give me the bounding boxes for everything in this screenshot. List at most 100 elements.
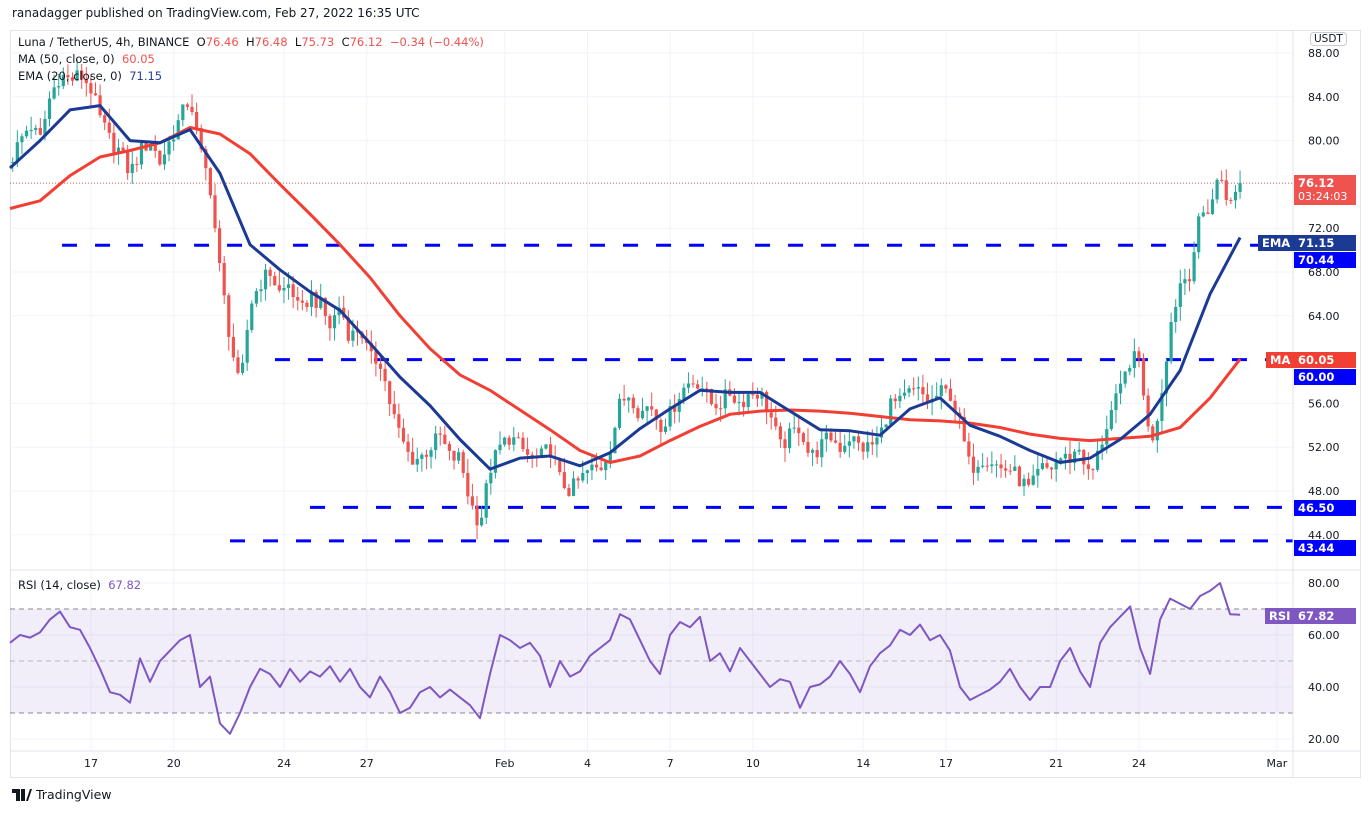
ema-legend[interactable]: EMA (20, close, 0) 71.15 <box>18 69 162 83</box>
rsi-value: 67.82 <box>108 578 142 592</box>
candle-body <box>1187 279 1192 282</box>
ma-price-tag: 60.05 <box>1294 352 1356 368</box>
candle-body <box>406 441 410 452</box>
candle-body <box>75 70 79 81</box>
ma-legend[interactable]: MA (50, close, 0) 60.05 <box>18 52 155 66</box>
candle-body <box>765 391 769 413</box>
candle-body <box>682 387 686 400</box>
candle-body <box>645 406 649 411</box>
candle-body <box>1077 449 1081 452</box>
candle-body <box>1022 478 1026 487</box>
candle-body <box>617 398 622 428</box>
time-tick-label: 4 <box>584 757 591 770</box>
candle-body <box>1040 463 1045 469</box>
candle-body <box>457 452 461 461</box>
price-tick-label: 64.00 <box>1308 310 1340 323</box>
candle-body <box>1086 464 1090 470</box>
candle-body <box>103 115 107 123</box>
candle-body <box>245 329 249 363</box>
candle-body <box>742 401 746 408</box>
candle-body <box>769 412 773 418</box>
candle-body <box>112 132 116 153</box>
candle-body <box>677 399 681 412</box>
candle-body <box>884 424 888 428</box>
rsi-legend[interactable]: RSI (14, close) 67.82 <box>18 578 141 592</box>
last-price-tag: 76.12 03:24:03 <box>1294 175 1356 205</box>
rsi-tick-label: 20.00 <box>1308 733 1340 746</box>
candle-body <box>231 336 235 358</box>
candlesticks <box>11 59 1242 540</box>
candle-body <box>268 269 272 276</box>
candle-body <box>277 285 281 291</box>
candle-body <box>604 462 608 471</box>
candle-body <box>990 464 994 467</box>
candle-body <box>263 269 268 290</box>
rsi-pane <box>9 582 1293 735</box>
candle-body <box>921 387 925 395</box>
candle-body <box>162 154 167 165</box>
ma-name-tag: MA <box>1266 352 1295 368</box>
candle-body <box>971 456 976 473</box>
candle-body <box>650 406 654 410</box>
candle-body <box>443 434 447 444</box>
candle-body <box>424 454 429 457</box>
candle-body <box>755 394 760 399</box>
candle-body <box>397 414 401 428</box>
candle-body <box>130 163 134 174</box>
candle-body <box>480 517 484 526</box>
candle-body <box>470 496 475 506</box>
candle-body <box>985 465 989 467</box>
candle-body <box>392 404 396 415</box>
candle-body <box>218 228 222 264</box>
low-value: 75.73 <box>301 35 335 49</box>
candle-body <box>829 432 833 441</box>
candle-body <box>466 472 470 497</box>
candle-body <box>838 442 842 452</box>
candle-body <box>544 444 548 449</box>
tradingview-footer[interactable]: TradingView <box>12 787 112 802</box>
rsi-price-tag: 67.82 <box>1294 608 1356 624</box>
candle-body <box>57 86 61 88</box>
candle-body <box>139 142 144 165</box>
candle-body <box>861 442 865 452</box>
open-label: O <box>196 35 206 49</box>
price-tick-label: 68.00 <box>1308 266 1340 279</box>
candle-body <box>309 292 314 307</box>
candle-body <box>512 437 516 445</box>
candle-body <box>530 454 534 456</box>
currency-button[interactable]: USDT <box>1310 32 1347 46</box>
candle-body <box>195 111 199 129</box>
candle-body <box>925 394 930 403</box>
candle-body <box>411 451 415 465</box>
tradingview-logo-icon <box>12 788 32 801</box>
candle-body <box>1164 361 1169 394</box>
symbol-legend[interactable]: Luna / TetherUS, 4h, BINANCE O76.46 H76.… <box>18 35 484 49</box>
candle-body <box>1128 367 1132 372</box>
candle-body <box>902 392 907 396</box>
price-tick-label: 56.00 <box>1308 397 1340 410</box>
candle-body <box>516 437 520 439</box>
ma-value: 60.05 <box>121 52 155 66</box>
time-tick-label: 10 <box>746 757 760 770</box>
open-value: 76.46 <box>205 35 239 49</box>
candle-body <box>1013 466 1017 471</box>
candle-body <box>948 388 953 401</box>
candle-body <box>852 436 856 442</box>
candle-body <box>815 450 819 458</box>
candle-body <box>1063 453 1067 459</box>
time-tick-label: Mar <box>1267 757 1288 770</box>
candle-body <box>1197 216 1201 253</box>
candle-body <box>783 439 787 449</box>
symbol-name: Luna / TetherUS, 4h, BINANCE <box>18 35 190 49</box>
candle-body <box>204 149 208 169</box>
candle-body <box>1105 429 1109 445</box>
time-tick-label: 7 <box>667 757 674 770</box>
low-label: L <box>294 35 302 49</box>
candle-body <box>185 104 190 107</box>
candle-body <box>80 70 84 80</box>
candle-body <box>89 83 93 94</box>
candle-body <box>1192 252 1196 282</box>
candle-body <box>870 442 874 445</box>
candle-body <box>976 466 980 473</box>
